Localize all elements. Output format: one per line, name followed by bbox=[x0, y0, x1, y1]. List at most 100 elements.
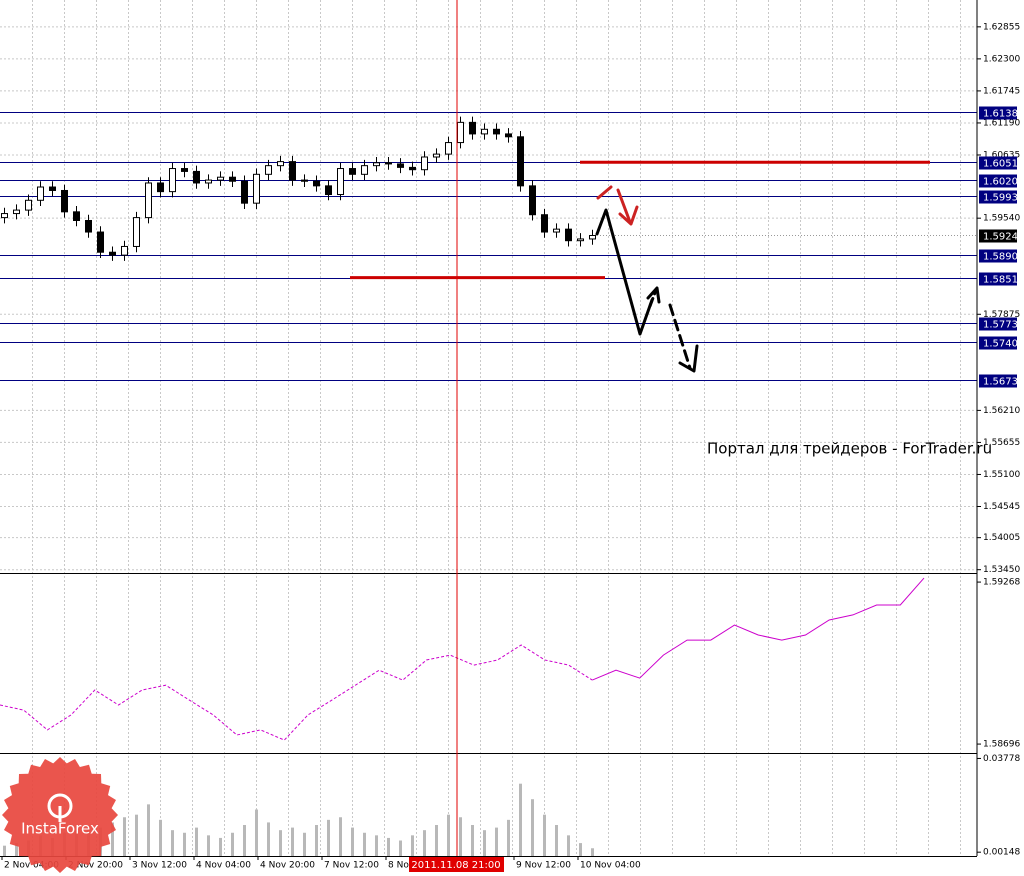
y-tick-label: 1.61745 bbox=[983, 86, 1020, 96]
level-label-box bbox=[979, 272, 1017, 286]
candle-body bbox=[97, 231, 104, 253]
candle-body bbox=[337, 168, 344, 196]
candle-body bbox=[457, 121, 464, 144]
level-label-box bbox=[979, 317, 1017, 331]
volume-bar bbox=[267, 822, 270, 856]
red-arrowhead bbox=[618, 205, 639, 226]
volume-y-tick-label: 0.00148 bbox=[983, 848, 1020, 858]
x-tick-label: 9 Nov 12:00 bbox=[516, 861, 571, 871]
level-label: 1.5740 bbox=[983, 339, 1018, 350]
candle-body bbox=[181, 168, 188, 172]
candle-body bbox=[421, 156, 428, 171]
volume-bar bbox=[111, 822, 114, 856]
volume-bar bbox=[3, 845, 6, 856]
volume-bar bbox=[555, 825, 558, 856]
level-label: 1.5890 bbox=[983, 252, 1018, 263]
candle-body bbox=[313, 180, 320, 187]
candle-body bbox=[169, 168, 176, 193]
volume-bar bbox=[447, 814, 450, 856]
level-label-box bbox=[979, 174, 1017, 188]
candle-body bbox=[109, 251, 116, 256]
black-arrow-dashed bbox=[668, 303, 692, 370]
level-label: 1.6138 bbox=[983, 109, 1018, 120]
y-tick-label: 1.53450 bbox=[983, 565, 1020, 575]
logo: InstaForex bbox=[2, 757, 118, 873]
candle-body bbox=[253, 173, 260, 204]
volume-bar bbox=[303, 832, 306, 856]
volume-bar bbox=[339, 817, 342, 856]
forecast-arrows bbox=[595, 185, 699, 373]
candle-body bbox=[73, 211, 80, 221]
volume-bar bbox=[183, 832, 186, 856]
volume-bar bbox=[231, 832, 234, 856]
y-tick-label: 1.60635 bbox=[983, 150, 1020, 160]
volume-bar bbox=[423, 830, 426, 856]
volume-bar bbox=[327, 819, 330, 856]
volume-bar bbox=[375, 835, 378, 856]
candle-body bbox=[445, 142, 452, 155]
vertical-grid bbox=[32, 0, 961, 856]
level-label: 1.5993 bbox=[983, 193, 1018, 204]
candle-body bbox=[553, 228, 560, 233]
candle-body bbox=[589, 234, 596, 240]
volume-bar bbox=[15, 843, 18, 856]
level-label-box bbox=[979, 156, 1017, 170]
volume-bar bbox=[567, 835, 570, 856]
volume-bar bbox=[435, 825, 438, 856]
volume-y-tick-label: 0.03778 bbox=[983, 754, 1020, 764]
volume-bar bbox=[579, 843, 582, 856]
level-label: 1.5773 bbox=[983, 320, 1018, 331]
candle-body bbox=[493, 128, 500, 135]
volume-bar bbox=[279, 830, 282, 856]
y-tick-label: 1.55100 bbox=[983, 470, 1020, 480]
level-label-box bbox=[979, 249, 1017, 263]
level-label: 1.6051 bbox=[983, 159, 1018, 170]
volume-bar bbox=[291, 827, 294, 856]
candle-body bbox=[385, 162, 392, 165]
level-label: 1.5673 bbox=[983, 377, 1018, 388]
black-arrow-dashed bbox=[648, 288, 658, 308]
volume-bar bbox=[411, 835, 414, 856]
candle-body bbox=[49, 186, 56, 191]
x-tick-label: 10 Nov 04:00 bbox=[580, 861, 641, 871]
level-label-box bbox=[979, 190, 1017, 204]
volume-bar bbox=[591, 848, 594, 856]
red-arrow bbox=[596, 185, 613, 200]
cursor-time-box bbox=[409, 857, 504, 872]
volume-bar bbox=[531, 799, 534, 856]
candle-body bbox=[205, 179, 212, 184]
candle-body bbox=[277, 161, 284, 167]
candle-body bbox=[217, 176, 224, 181]
volume-bar bbox=[123, 817, 126, 856]
volume-bar bbox=[135, 814, 138, 856]
candle-body bbox=[361, 165, 368, 175]
volume-bar bbox=[363, 832, 366, 856]
candle-body bbox=[301, 179, 308, 182]
x-tick-label: 7 Nov 12:00 bbox=[324, 861, 379, 871]
candle-body bbox=[577, 238, 584, 242]
black-arrowhead bbox=[646, 286, 661, 304]
y-tick-label: 1.62300 bbox=[983, 54, 1020, 64]
level-label-box bbox=[979, 106, 1017, 120]
candle-body bbox=[469, 121, 476, 135]
candle-body bbox=[1, 213, 8, 219]
volume-bar bbox=[495, 827, 498, 856]
watermark: Портал для трейдеров - ForTrader.ru bbox=[707, 440, 992, 458]
volume-bar bbox=[399, 840, 402, 856]
volume-bar bbox=[543, 814, 546, 856]
x-tick-label: 4 Nov 04:00 bbox=[196, 861, 251, 871]
candle-body bbox=[133, 217, 140, 247]
x-tick-label: 4 Nov 20:00 bbox=[260, 861, 315, 871]
last-price-box bbox=[979, 229, 1017, 243]
x-tick-label: 2 Nov 20:00 bbox=[68, 861, 123, 871]
candle-body bbox=[373, 162, 380, 167]
candle-body bbox=[289, 161, 296, 181]
volume-bar bbox=[315, 825, 318, 856]
candle-body bbox=[157, 182, 164, 193]
candle-body bbox=[265, 165, 272, 175]
logo-text: InstaForex bbox=[21, 820, 99, 838]
black-arrow bbox=[595, 208, 654, 336]
candle-body bbox=[13, 209, 20, 215]
volume-bar bbox=[147, 804, 150, 856]
volume-bar bbox=[519, 783, 522, 856]
